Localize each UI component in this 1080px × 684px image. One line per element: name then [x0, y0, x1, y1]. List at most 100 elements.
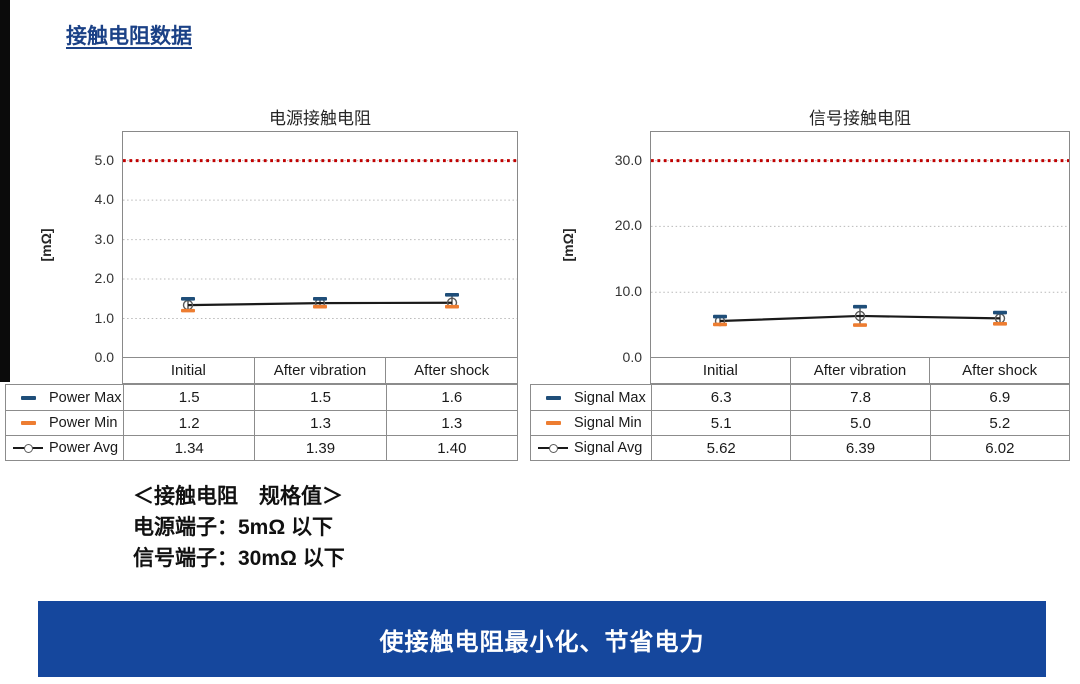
value-cell: 6.9: [929, 385, 1069, 410]
y-tick-label: 0.0: [622, 349, 642, 365]
avg-line: [187, 301, 453, 307]
min-marker: [993, 321, 1007, 326]
dash-swatch: [20, 421, 36, 425]
value-cell: 1.5: [123, 385, 254, 410]
spec-signal-line: 信号端子：30mΩ 以下: [133, 547, 345, 570]
dash-swatch: [20, 395, 36, 400]
value-cell: 6.02: [929, 436, 1069, 460]
value-cell: 1.5: [254, 385, 385, 410]
series-name: Power Max: [49, 389, 122, 406]
spec-power-line: 电源端子：5mΩ 以下: [133, 516, 334, 539]
value-cell: 1.2: [123, 411, 254, 435]
line-circle-swatch: [538, 443, 568, 453]
legend-cell: Signal Max: [531, 385, 651, 410]
line-circle-swatch: [13, 443, 43, 453]
table-row: Signal Avg 5.62 6.39 6.02: [531, 435, 1069, 460]
category-label: Initial: [702, 362, 738, 379]
category-label: After shock: [385, 358, 517, 383]
category-row: Initial After vibration After shock: [650, 357, 1070, 384]
series-line-circle-icon: [536, 443, 570, 453]
max-marker: [853, 304, 867, 309]
category-label: After vibration: [253, 358, 386, 383]
max-marker: [713, 314, 727, 319]
value-cell: 1.6: [385, 385, 517, 410]
avg-line: [719, 314, 1001, 323]
y-axis-label: [mΩ]: [560, 228, 576, 261]
value-cell: 1.39: [254, 436, 385, 460]
max-marker: [313, 296, 327, 301]
table-row: Signal Max 6.3 7.8 6.9: [531, 385, 1069, 410]
chart-title: 电源接触电阻: [269, 109, 371, 128]
value-cell: 5.62: [651, 436, 790, 460]
table-row: Signal Min 5.1 5.0 5.2: [531, 410, 1069, 435]
y-tick-label: 0.0: [94, 349, 114, 365]
legend-cell: Signal Avg: [531, 436, 651, 460]
table-row: Power Avg 1.34 1.39 1.40: [6, 435, 517, 460]
dash-swatch: [545, 395, 561, 400]
value-cell: 1.3: [385, 411, 517, 435]
category-label: After vibration: [789, 358, 930, 383]
legend-cell: Power Avg: [6, 436, 123, 460]
value-cell: 6.3: [651, 385, 790, 410]
legend-cell: Signal Min: [531, 411, 651, 435]
series-dash-icon: [11, 395, 45, 400]
avg-marker: [854, 310, 866, 322]
y-tick-label: 2.0: [94, 270, 114, 287]
series-name: Signal Avg: [574, 440, 643, 456]
y-tick-label: 20.0: [614, 217, 642, 234]
series-line-circle-icon: [11, 443, 45, 453]
y-tick-label: 1.0: [94, 309, 114, 326]
min-marker: [445, 304, 459, 309]
value-cell: 6.39: [790, 436, 929, 460]
min-marker: [181, 308, 195, 313]
data-table: Signal Max 6.3 7.8 6.9 Signal Min 5.1 5.0 5.2 Si…: [530, 384, 1070, 461]
value-cell: 1.40: [385, 436, 517, 460]
series-name: Signal Max: [574, 389, 646, 406]
conclusion-banner: 使接触电阻最小化、节省电力: [38, 601, 1046, 677]
value-cell: 5.2: [929, 411, 1069, 435]
plot-area: [122, 131, 518, 358]
max-marker: [993, 310, 1007, 315]
category-label: Initial: [170, 362, 206, 379]
min-marker: [853, 323, 867, 327]
value-cell: 7.8: [790, 385, 929, 410]
plot-border: [122, 131, 518, 358]
table-row: Power Min 1.2 1.3 1.3: [6, 410, 517, 435]
value-cell: 5.0: [790, 411, 929, 435]
value-cell: 5.1: [651, 411, 790, 435]
series-name: Power Min: [49, 415, 118, 431]
page-title: 接触电阻数据: [66, 25, 192, 48]
spec-heading: ＜接触电阻 规格值＞: [133, 485, 343, 508]
table-row: Power Max 1.5 1.5 1.6: [6, 385, 517, 410]
series-dash-icon: [536, 395, 570, 400]
y-tick-label: 5.0: [94, 151, 114, 168]
series-name: Power Avg: [49, 440, 119, 456]
series-dash-icon: [11, 421, 45, 425]
legend-cell: Power Min: [6, 411, 123, 435]
banner-text: 使接触电阻最小化、节省电力: [379, 628, 705, 656]
y-tick-label: 30.0: [614, 151, 642, 168]
series-dash-icon: [536, 421, 570, 425]
swatch-circle: [24, 444, 33, 453]
legend-cell: Power Max: [6, 385, 123, 410]
min-marker: [313, 304, 327, 309]
max-marker: [181, 296, 195, 301]
swatch-circle: [549, 444, 558, 453]
max-marker: [445, 293, 459, 297]
chart-title: 信号接触电阻: [809, 109, 911, 128]
y-axis-label: [mΩ]: [38, 228, 54, 261]
value-cell: 1.34: [123, 436, 254, 460]
series-name: Signal Min: [574, 415, 642, 431]
plot-area: [650, 131, 1070, 358]
spec-note: ＜接触电阻 规格值＞ 电源端子：5mΩ 以下 信号端子：30mΩ 以下: [133, 481, 345, 574]
y-tick-label: 4.0: [94, 191, 114, 208]
y-tick-label: 10.0: [614, 283, 642, 300]
dash-swatch: [545, 421, 561, 425]
data-table: Power Max 1.5 1.5 1.6 Power Min 1.2 1.3 1.3 Powe…: [5, 384, 518, 461]
category-label: After shock: [929, 358, 1069, 383]
left-edge-strip: [0, 0, 10, 382]
y-tick-label: 3.0: [94, 230, 114, 247]
value-cell: 1.3: [254, 411, 385, 435]
min-marker: [713, 322, 727, 327]
